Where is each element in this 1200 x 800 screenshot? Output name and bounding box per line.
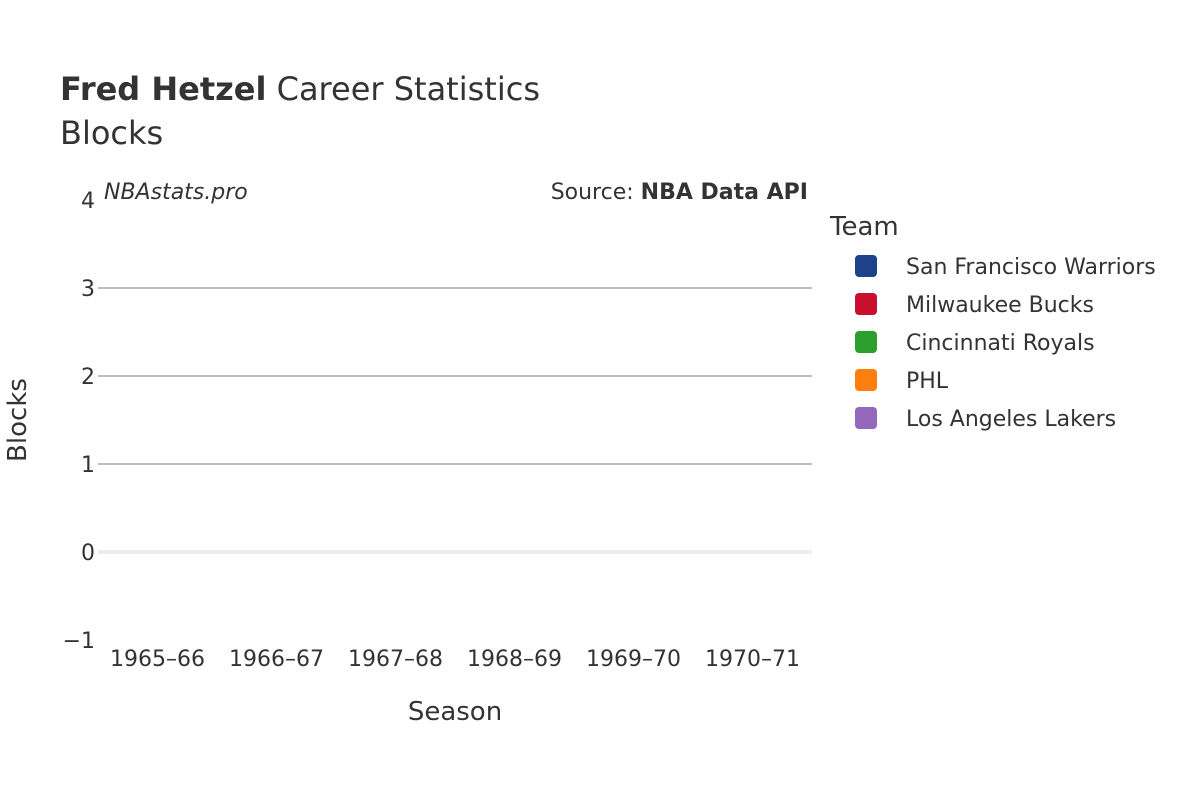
y-tick-label: 1 — [81, 453, 95, 478]
x-tick-label: 1967–68 — [348, 647, 443, 672]
x-axis-ticks: 1965–66 1966–67 1967–68 1968–69 1969–70 1970–… — [110, 647, 800, 672]
y-tick-label: 4 — [81, 189, 95, 214]
chart-subtitle: Blocks — [60, 114, 163, 152]
x-axis-label: Season — [408, 697, 502, 727]
legend-swatch — [855, 369, 877, 391]
source-prefix: Source: — [551, 180, 641, 205]
watermark: NBAstats.pro — [104, 180, 248, 205]
legend-swatch — [855, 407, 877, 429]
legend-swatch — [855, 255, 877, 277]
source-label: Source: NBA Data API — [551, 180, 808, 205]
source-name: NBA Data API — [641, 180, 808, 205]
x-tick-label: 1966–67 — [229, 647, 324, 672]
legend-item-label[interactable]: Cincinnati Royals — [906, 331, 1095, 356]
x-tick-label: 1969–70 — [586, 647, 681, 672]
legend-title: Team — [829, 212, 899, 242]
chart-title-suffix: Career Statistics — [266, 70, 540, 108]
x-tick-label: 1968–69 — [467, 647, 562, 672]
legend-item-label[interactable]: PHL — [906, 369, 949, 394]
legend-item-label[interactable]: Milwaukee Bucks — [906, 293, 1094, 318]
y-tick-label: 3 — [81, 277, 95, 302]
legend-swatch — [855, 331, 877, 353]
legend-item-label[interactable]: Los Angeles Lakers — [906, 407, 1116, 432]
y-axis-label: Blocks — [3, 378, 33, 462]
y-tick-label: 0 — [81, 541, 95, 566]
y-tick-label: 2 — [81, 365, 95, 390]
legend-swatch — [855, 293, 877, 315]
y-tick-label: −1 — [63, 629, 95, 654]
y-axis-ticks: −1 0 1 2 3 4 — [63, 189, 95, 654]
legend: San Francisco Warriors Milwaukee Bucks Cin… — [855, 255, 1156, 432]
x-tick-label: 1965–66 — [110, 647, 205, 672]
grid — [98, 287, 812, 554]
chart-title-player: Fred Hetzel — [60, 70, 266, 108]
chart-title: Fred Hetzel Career Statistics — [60, 70, 540, 108]
x-tick-label: 1970–71 — [705, 647, 800, 672]
legend-item-label[interactable]: San Francisco Warriors — [906, 255, 1156, 280]
